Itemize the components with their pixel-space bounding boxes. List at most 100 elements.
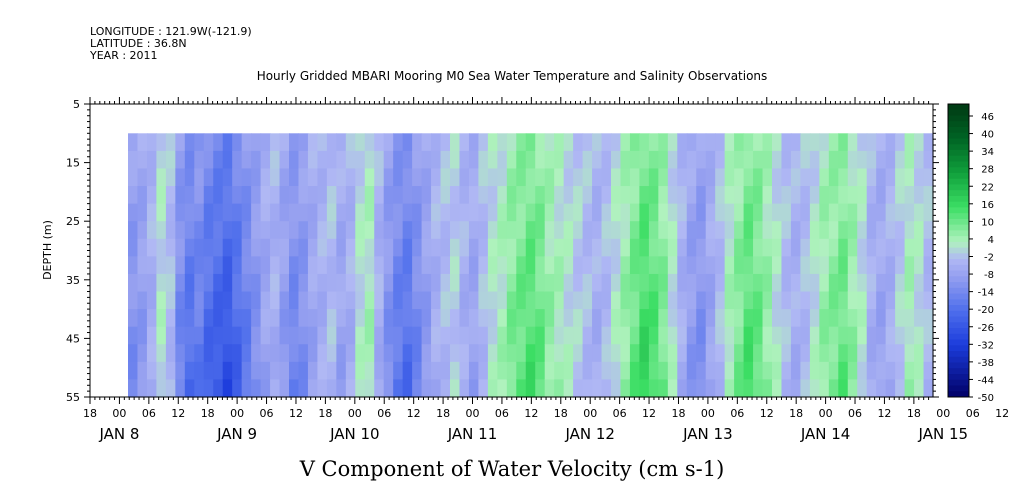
heatmap-cell — [270, 186, 281, 205]
heatmap-cell — [128, 238, 139, 257]
heatmap-cell — [355, 150, 366, 170]
x-hour-label: 18 — [436, 407, 450, 420]
heatmap-cell — [156, 221, 167, 240]
heatmap-cell — [828, 150, 839, 170]
colorbar-swatch — [948, 310, 969, 318]
heatmap-cell — [440, 379, 451, 398]
heatmap-cell — [639, 150, 650, 170]
heatmap-cell — [582, 186, 593, 205]
heatmap-cell — [421, 291, 432, 310]
heatmap-cell — [516, 326, 527, 345]
heatmap-cell — [412, 291, 423, 310]
heatmap-cell — [345, 344, 356, 363]
heatmap-cell — [781, 273, 792, 293]
heatmap-cell — [393, 344, 404, 363]
colorbar-swatch — [948, 391, 969, 398]
heatmap-cell — [355, 133, 366, 152]
heatmap-cell — [828, 221, 839, 240]
heatmap-cell — [790, 168, 802, 187]
heatmap-cell — [677, 186, 688, 205]
colorbar-swatch — [948, 207, 969, 214]
heatmap-cell — [790, 379, 802, 398]
heatmap-cell — [260, 326, 271, 345]
heatmap-cell — [658, 186, 669, 205]
heatmap-cell — [241, 344, 252, 363]
heatmap-cell — [639, 379, 650, 398]
heatmap-cell — [487, 168, 498, 187]
heatmap-cell — [667, 291, 678, 310]
heatmap-cell — [573, 256, 584, 275]
heatmap-cell — [677, 379, 688, 398]
heatmap-cell — [241, 361, 252, 381]
heatmap-cell — [525, 309, 536, 328]
heatmap-cell — [345, 309, 356, 328]
heatmap-cell — [753, 221, 764, 240]
heatmap-cell — [677, 309, 688, 328]
heatmap-cell — [345, 379, 356, 398]
heatmap-cell — [156, 168, 167, 187]
heatmap-cell — [516, 273, 527, 293]
heatmap-cell — [667, 133, 678, 152]
heatmap-cell — [790, 238, 802, 257]
heatmap-cell — [222, 326, 233, 345]
heatmap-cell — [146, 273, 158, 293]
heatmap-cell — [819, 133, 830, 152]
heatmap-cell — [298, 168, 309, 187]
heatmap-cell — [762, 326, 773, 345]
heatmap-cell — [611, 379, 622, 398]
heatmap-cell — [582, 221, 593, 240]
latitude-label: LATITUDE : 36.8N — [90, 37, 187, 50]
heatmap-cell — [165, 238, 176, 257]
heatmap-cell — [232, 273, 243, 293]
heatmap-cell — [506, 379, 517, 398]
heatmap-cell — [156, 379, 167, 398]
heatmap-cell — [251, 150, 262, 170]
heatmap-cell — [923, 133, 934, 152]
heatmap-cell — [535, 309, 546, 328]
heatmap-cell — [686, 291, 697, 310]
heatmap-cell — [582, 203, 593, 222]
heatmap-cell — [431, 203, 442, 222]
heatmap-cell — [222, 361, 233, 381]
heatmap-cell — [914, 256, 925, 275]
heatmap-cell — [241, 309, 252, 328]
heatmap-cell — [582, 344, 593, 363]
heatmap-cell — [317, 168, 328, 187]
heatmap-cell — [696, 291, 707, 310]
heatmap-cell — [156, 256, 167, 275]
heatmap-cell — [156, 203, 167, 222]
heatmap-cell — [809, 309, 820, 328]
heatmap-cell — [923, 379, 934, 398]
heatmap-cell — [790, 256, 802, 275]
heatmap-cell — [923, 221, 934, 240]
heatmap-cell — [563, 309, 574, 328]
heatmap-cell — [696, 326, 707, 345]
heatmap-cell — [781, 133, 792, 152]
heatmap-cell — [506, 273, 517, 293]
heatmap-cell — [828, 344, 839, 363]
heatmap-cell — [336, 379, 347, 398]
heatmap-cell — [175, 133, 186, 152]
heatmap-cell — [677, 361, 688, 381]
heatmap-cell — [487, 326, 498, 345]
colorbar-swatch — [948, 161, 969, 168]
heatmap-cell — [724, 256, 735, 275]
heatmap-cell — [440, 203, 451, 222]
heatmap-cell — [222, 291, 233, 310]
heatmap-cell — [876, 186, 887, 205]
heatmap-cell — [175, 256, 186, 275]
heatmap-cell — [677, 203, 688, 222]
heatmap-cell — [270, 379, 281, 398]
heatmap-cell — [402, 168, 413, 187]
colorbar-swatch — [948, 379, 969, 387]
heatmap-cell — [582, 361, 593, 381]
heatmap-cell — [270, 256, 281, 275]
heatmap-cell — [885, 326, 896, 345]
x-hour-label: 00 — [112, 407, 126, 420]
heatmap-cell — [828, 203, 839, 222]
heatmap-cell — [393, 291, 404, 310]
heatmap-cell — [592, 133, 603, 152]
heatmap-cell — [573, 361, 584, 381]
heatmap-cell — [251, 344, 262, 363]
y-tick-label: 35 — [66, 274, 80, 287]
